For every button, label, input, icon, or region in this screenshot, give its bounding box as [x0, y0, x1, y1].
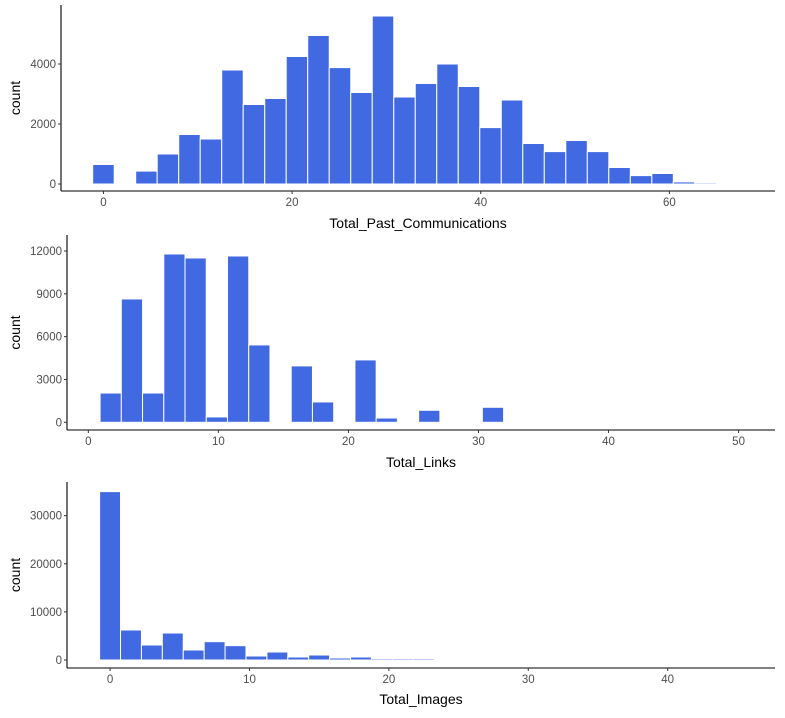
x-tick-label: 30 — [522, 674, 535, 686]
histogram-bar — [543, 151, 567, 185]
histogram-bar — [694, 182, 717, 185]
histogram-bar — [481, 406, 505, 423]
histogram-bar — [120, 629, 142, 661]
histogram-bar — [99, 491, 122, 661]
x-tick-label: 10 — [243, 674, 256, 686]
x-axis-label: Total_Past_Communications — [329, 215, 506, 231]
histogram-bar — [178, 134, 201, 185]
x-axis-label: Total_Images — [379, 691, 462, 707]
y-tick-label: 30000 — [30, 511, 62, 523]
y-axis-label: count — [7, 558, 23, 592]
histogram-bar — [290, 365, 313, 423]
histogram-bar — [311, 401, 335, 423]
x-tick-label: 0 — [85, 436, 91, 448]
histogram-bar — [350, 656, 372, 661]
x-tick-label: 40 — [602, 436, 615, 448]
x-tick-label: 20 — [342, 436, 355, 448]
y-tick-label: 2000 — [30, 119, 56, 131]
histogram-bar — [245, 655, 268, 661]
histogram-bar — [608, 167, 631, 185]
histogram-bar — [221, 69, 244, 185]
y-tick-label: 3000 — [36, 374, 62, 386]
x-tick-label: 20 — [286, 197, 299, 209]
histogram-bar — [156, 153, 180, 185]
histogram-bar — [354, 359, 377, 423]
histogram-bar — [371, 15, 395, 185]
x-tick-label: 0 — [107, 674, 113, 686]
histogram-bar — [522, 143, 545, 185]
histogram-bar — [224, 645, 247, 661]
histogram-bar — [672, 181, 696, 185]
y-tick-label: 0 — [50, 179, 56, 191]
histogram-panel-1: 0 20 40 60 0 2000 4000 Total_Past_Communication… — [7, 5, 775, 231]
histogram-bar — [199, 138, 223, 185]
histogram-bar — [99, 392, 122, 423]
histogram-bar — [391, 658, 414, 661]
histogram-bar — [140, 644, 163, 661]
histogram-bar — [266, 651, 289, 661]
histogram-bar — [135, 170, 158, 185]
histogram-bar — [436, 63, 459, 185]
histogram-bar — [264, 98, 287, 185]
y-tick-label: 0 — [56, 655, 62, 667]
histogram-bar — [307, 35, 330, 185]
y-axis-label: count — [7, 315, 23, 349]
histogram-bar — [565, 140, 588, 185]
histogram-bar — [308, 654, 331, 661]
histogram-bar — [418, 409, 441, 423]
histogram-panel-3: 0 10 20 30 40 0 10000 20000 30000 Total_Images cou… — [7, 482, 775, 707]
histogram-bar — [609, 420, 632, 423]
x-tick-label: 10 — [212, 436, 225, 448]
histogram-bar — [161, 632, 184, 661]
histogram-panel-2: 0 10 20 30 40 50 0 3000 6000 9000 12000 Total_Links… — [7, 235, 775, 470]
x-axis-label: Total_Links — [386, 454, 456, 470]
x-tick-label: 40 — [661, 674, 674, 686]
y-tick-label: 12000 — [30, 246, 62, 258]
histogram-bar — [329, 657, 352, 661]
histogram-bar — [92, 164, 115, 185]
x-tick-label: 30 — [472, 436, 485, 448]
histogram-bar — [412, 658, 435, 661]
x-tick-label: 40 — [474, 197, 487, 209]
histogram-bar — [163, 253, 186, 423]
x-tick-label: 0 — [100, 197, 106, 209]
y-tick-label: 0 — [56, 417, 62, 429]
histogram-bar — [142, 392, 165, 423]
histogram-bar — [375, 417, 398, 423]
x-tick-label: 20 — [382, 674, 395, 686]
histogram-bar — [203, 641, 226, 661]
histogram-bar — [205, 416, 229, 423]
x-tick-label: 50 — [732, 436, 745, 448]
histogram-bar — [479, 127, 502, 185]
histogram-bar — [120, 298, 144, 423]
histogram-bar — [457, 86, 481, 185]
y-tick-label: 20000 — [30, 559, 62, 571]
histogram-bar — [393, 96, 416, 185]
histogram-bar — [350, 92, 373, 185]
histogram-bar — [242, 104, 266, 185]
histogram-bar — [287, 656, 310, 661]
histogram-bar — [651, 173, 674, 185]
y-tick-label: 6000 — [36, 332, 62, 344]
y-tick-label: 9000 — [36, 289, 62, 301]
x-tick-label: 60 — [663, 197, 676, 209]
histogram-bar — [500, 99, 524, 185]
histogram-bar — [439, 420, 462, 423]
histogram-bar — [629, 175, 653, 185]
histogram-bar — [370, 658, 393, 661]
histogram-bar — [328, 67, 352, 185]
histogram-bar — [227, 255, 250, 423]
histogram-bar — [184, 257, 207, 423]
histogram-bar — [285, 56, 309, 185]
histogram-bar — [182, 649, 205, 661]
histogram-bar — [414, 83, 438, 185]
y-axis-label: count — [7, 81, 23, 115]
y-tick-label: 4000 — [30, 59, 56, 71]
histogram-bar — [586, 151, 610, 185]
y-tick-label: 10000 — [30, 607, 62, 619]
histogram-bar — [248, 344, 271, 423]
